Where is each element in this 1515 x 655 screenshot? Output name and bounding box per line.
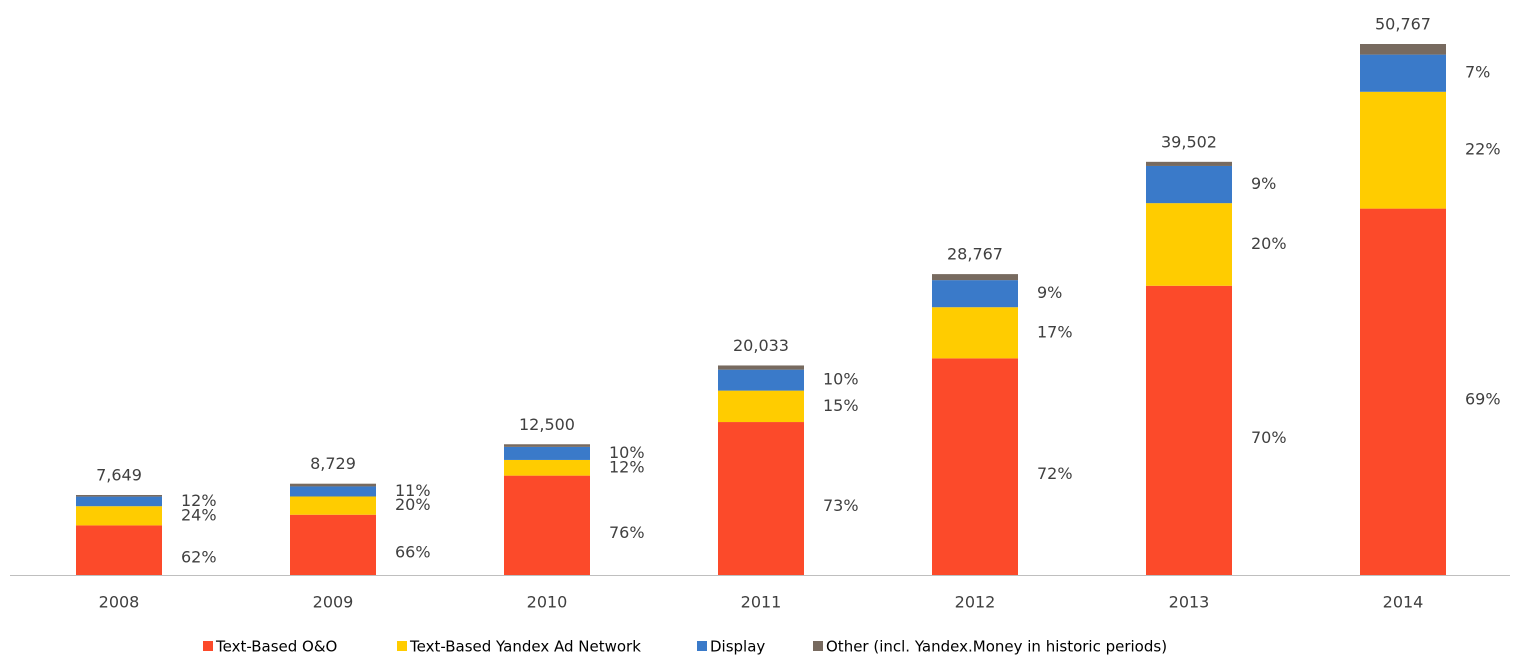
x-tick-label: 2010 [527,593,568,612]
x-tick-label: 2012 [955,593,996,612]
value-label: 62% [181,548,217,567]
value-label: 12% [181,491,217,510]
x-tick-label: 2011 [741,593,782,612]
value-label: 15% [823,396,859,415]
bar-segment [718,369,804,391]
total-label: 50,767 [1375,15,1431,34]
bar-segment [1360,54,1446,92]
value-label: 17% [1037,322,1073,341]
x-tick-label: 2013 [1169,593,1210,612]
x-tick-label: 2008 [99,593,140,612]
bar-segment [290,483,376,487]
legend-swatch [203,641,213,651]
legend-label: Other (incl. Yandex.Money in historic pe… [826,638,1167,655]
value-label: 9% [1251,174,1276,193]
bar-segment [290,486,376,497]
value-label: 20% [395,495,431,514]
bar-segment [932,358,1018,575]
bar-segment [290,496,376,515]
value-label: 10% [609,443,645,462]
value-label: 70% [1251,428,1287,447]
bar-segment [932,280,1018,308]
bar-segment [76,496,162,507]
legend-swatch [397,641,407,651]
value-label: 10% [823,370,859,389]
value-label: 22% [1465,140,1501,159]
bar-segment [504,459,590,476]
legend-label: Text-Based Yandex Ad Network [409,638,641,655]
value-label: 72% [1037,464,1073,483]
x-tick-label: 2009 [313,593,354,612]
value-label: 11% [395,481,431,500]
bar-segment [1360,208,1446,576]
value-label: 73% [823,496,859,515]
legend-swatch [813,641,823,651]
bar-segment [76,494,162,497]
value-label: 9% [1037,283,1062,302]
bar-segment [718,422,804,575]
bar-segment [718,365,804,370]
bar-segment [290,514,376,575]
bar-segment [1146,285,1232,575]
total-label: 39,502 [1161,132,1217,151]
value-label: 20% [1251,234,1287,253]
value-label: 7% [1465,63,1490,82]
value-label: 24% [181,505,217,524]
total-label: 8,729 [310,454,356,473]
legend-label: Text-Based O&O [215,638,337,655]
bar-segment [76,506,162,526]
bar-segment [1360,91,1446,209]
bar-segment [1146,165,1232,204]
bar-segment [76,525,162,575]
x-tick-label: 2014 [1383,593,1424,612]
legend-swatch [697,641,707,651]
bar-segment [504,475,590,575]
value-label: 69% [1465,389,1501,408]
total-label: 20,033 [733,336,789,355]
value-label: 76% [609,523,645,542]
bar-segment [1360,44,1446,55]
total-label: 7,649 [96,465,142,484]
bar-segment [932,274,1018,281]
total-label: 12,500 [519,415,575,434]
legend-label: Display [710,638,765,655]
value-label: 12% [609,457,645,476]
bar-segment [718,390,804,423]
bar-segment [932,307,1018,359]
value-label: 66% [395,542,431,561]
bar-segment [504,446,590,460]
bar-segment [504,444,590,447]
bar-segment [1146,203,1232,286]
bar-segment [1146,161,1232,166]
total-label: 28,767 [947,245,1003,264]
